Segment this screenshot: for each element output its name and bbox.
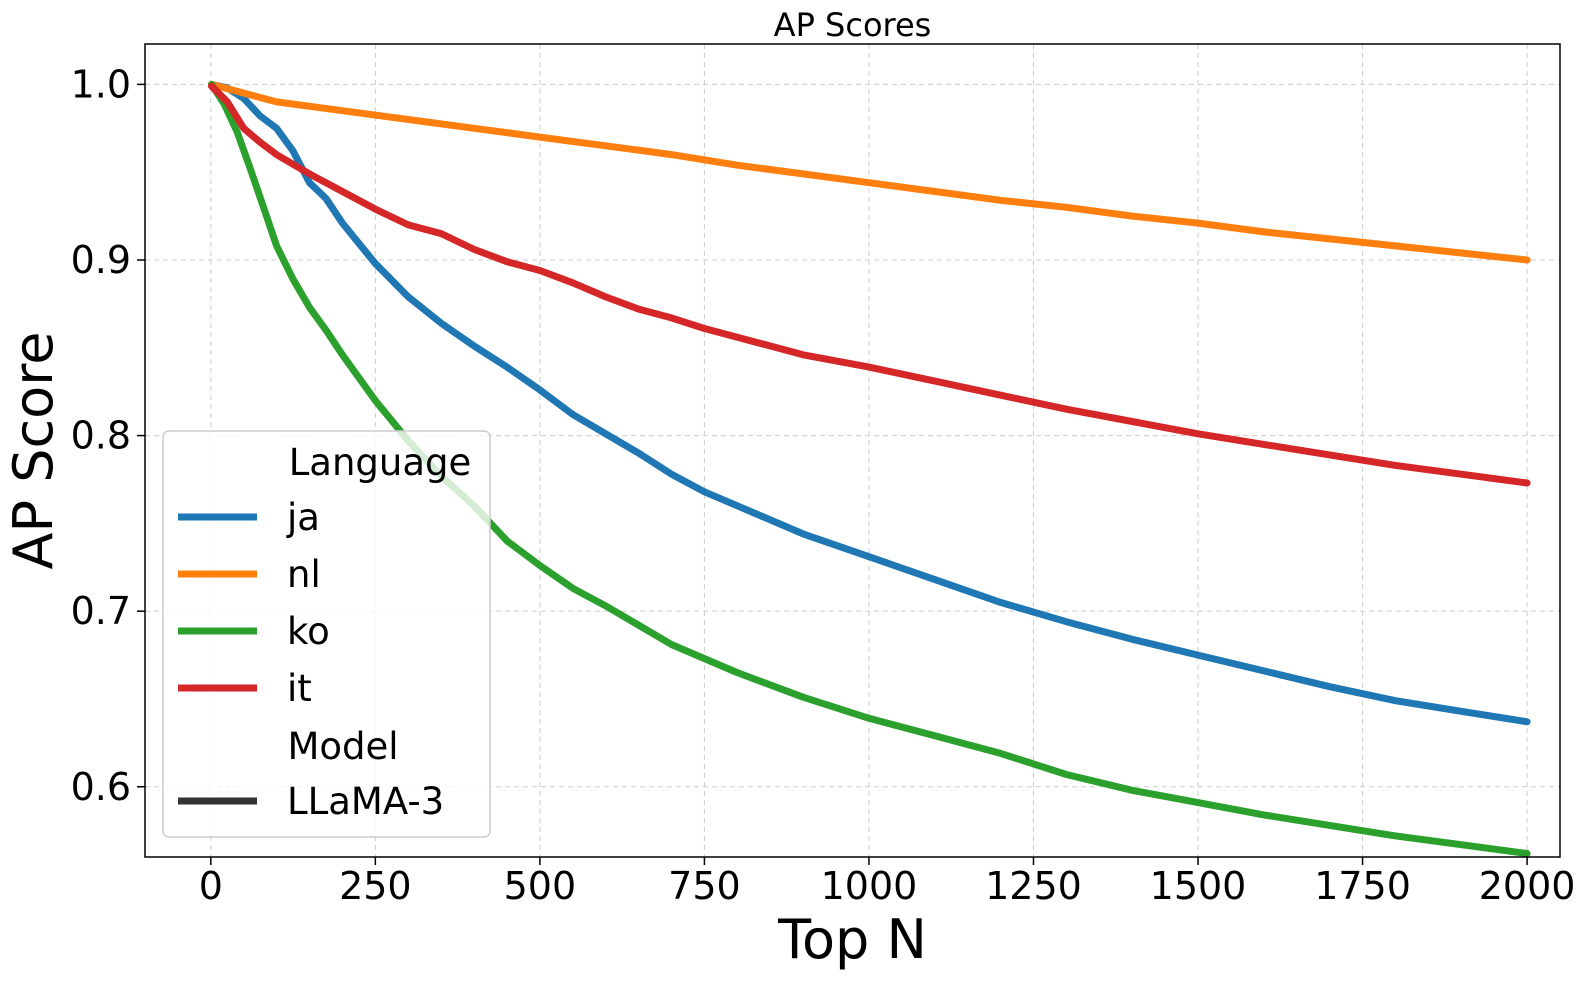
legend-model-title: Model xyxy=(287,725,398,768)
x-tick-label: 250 xyxy=(339,864,412,908)
x-tick-label: 500 xyxy=(504,864,577,908)
legend-model-label: LLaMA-3 xyxy=(287,780,444,823)
legend: Language ja nl ko it Model LLaMA-3 xyxy=(162,430,491,838)
legend-label-nl: nl xyxy=(287,553,321,596)
x-axis-label: Top N xyxy=(777,908,927,971)
chart-title: AP Scores xyxy=(774,6,932,44)
legend-label-ko: ko xyxy=(287,610,330,653)
x-tick-label: 750 xyxy=(668,864,741,908)
y-tick-label: 0.6 xyxy=(71,765,131,809)
y-tick-label: 0.7 xyxy=(71,589,131,633)
x-tick-label: 1500 xyxy=(1150,864,1247,908)
x-tick-label: 1250 xyxy=(985,864,1082,908)
x-tick-label: 1750 xyxy=(1314,864,1411,908)
y-tick-label: 0.8 xyxy=(71,414,131,458)
plot-frame xyxy=(144,43,1561,858)
axis-ticks: 0 250 500 750 1000 1250 1500 1750 2000 0.6 0.7 0.8 0… xyxy=(71,62,1576,908)
x-tick-label: 0 xyxy=(199,864,223,908)
series-lines xyxy=(208,80,1531,857)
legend-box xyxy=(162,430,491,838)
y-tick-label: 1.0 xyxy=(71,62,131,106)
legend-series-entries: ja nl ko it xyxy=(178,496,330,710)
series-line-nl xyxy=(208,80,1531,264)
x-tick-label: 1000 xyxy=(821,864,918,908)
x-tick-label: 2000 xyxy=(1479,864,1576,908)
series-line-ja xyxy=(208,80,1531,726)
series-line-ko xyxy=(208,80,1531,857)
legend-language-title: Language xyxy=(289,441,472,484)
legend-label-it: it xyxy=(287,667,312,710)
y-axis-label: AP Score xyxy=(2,332,65,570)
y-tick-label: 0.9 xyxy=(71,238,131,282)
series-line-it xyxy=(208,82,1531,487)
legend-label-ja: ja xyxy=(286,496,320,539)
